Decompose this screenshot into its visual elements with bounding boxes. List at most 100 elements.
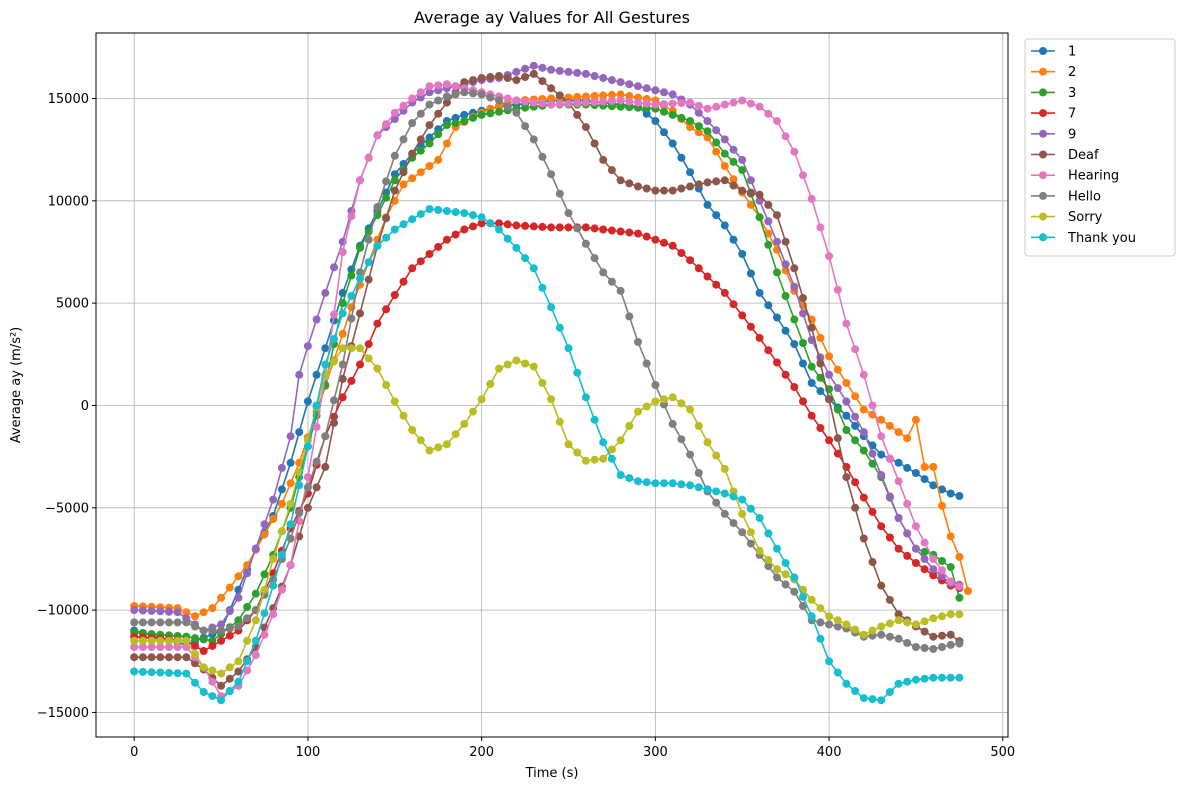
- data-point: [477, 110, 486, 119]
- data-point: [833, 365, 842, 374]
- data-point: [781, 570, 790, 579]
- data-point: [277, 527, 286, 536]
- data-point: [625, 97, 634, 106]
- data-point: [173, 669, 182, 678]
- data-point: [773, 358, 781, 367]
- data-point: [512, 76, 521, 85]
- data-point: [851, 345, 860, 354]
- legend-box: [1024, 38, 1176, 257]
- data-point: [529, 135, 538, 144]
- data-point: [781, 580, 790, 589]
- data-point: [859, 534, 868, 543]
- data-point: [165, 653, 173, 662]
- data-point: [373, 241, 382, 250]
- data-point: [564, 344, 573, 353]
- legend-item: 9: [1031, 127, 1076, 142]
- data-point: [225, 583, 234, 592]
- data-point: [469, 407, 477, 416]
- data-point: [138, 636, 147, 645]
- data-point: [755, 102, 764, 111]
- data-point: [286, 534, 295, 543]
- data-point: [382, 193, 391, 202]
- data-point: [773, 565, 781, 574]
- data-point: [547, 303, 556, 312]
- data-point: [703, 178, 712, 187]
- data-point: [434, 81, 443, 90]
- series-line: [134, 208, 960, 701]
- data-point: [738, 311, 747, 320]
- data-point: [486, 93, 495, 102]
- data-point: [833, 405, 842, 414]
- data-point: [694, 421, 703, 430]
- data-point: [581, 456, 590, 465]
- data-point: [599, 438, 608, 447]
- data-point: [773, 117, 781, 125]
- legend-label: 2: [1068, 65, 1076, 80]
- data-point: [842, 426, 851, 434]
- data-point: [625, 179, 634, 188]
- data-point: [903, 434, 912, 443]
- data-point: [825, 620, 834, 629]
- data-point: [460, 225, 469, 234]
- data-point: [859, 428, 868, 437]
- data-point: [929, 614, 938, 623]
- data-point: [764, 240, 773, 249]
- legend-swatch-marker: [1039, 88, 1047, 97]
- data-point: [521, 359, 530, 368]
- y-tick-label: −10000: [37, 604, 89, 619]
- data-point: [390, 108, 399, 117]
- data-point: [686, 168, 695, 177]
- data-point: [894, 514, 903, 522]
- data-point: [651, 100, 660, 109]
- data-point: [703, 485, 712, 494]
- data-point: [451, 230, 460, 239]
- data-point: [356, 176, 364, 185]
- data-point: [581, 393, 590, 402]
- data-point: [920, 674, 929, 683]
- data-point: [616, 227, 625, 236]
- data-point: [833, 285, 842, 294]
- data-point: [686, 256, 695, 265]
- data-point: [877, 622, 886, 631]
- legend-item: 2: [1031, 65, 1076, 80]
- data-point: [416, 146, 425, 155]
- data-point: [877, 630, 886, 639]
- data-point: [851, 478, 860, 487]
- data-point: [138, 643, 147, 651]
- data-point: [625, 91, 634, 100]
- legend-item: 7: [1031, 107, 1076, 122]
- y-tick-label: 15000: [48, 92, 89, 107]
- data-point: [156, 668, 165, 677]
- data-point: [799, 592, 807, 601]
- data-point: [425, 205, 434, 213]
- data-point: [495, 72, 503, 80]
- data-point: [573, 68, 582, 77]
- data-point: [477, 90, 486, 99]
- data-point: [790, 340, 799, 349]
- data-point: [251, 651, 260, 660]
- data-point: [277, 499, 286, 508]
- data-point: [938, 557, 946, 565]
- data-point: [859, 694, 868, 703]
- data-point: [399, 180, 408, 189]
- data-point: [173, 653, 182, 662]
- data-point: [616, 96, 625, 105]
- data-point: [842, 397, 851, 406]
- data-point: [460, 209, 469, 218]
- data-point: [677, 153, 686, 162]
- data-point: [729, 98, 738, 107]
- data-point: [425, 162, 434, 170]
- data-point: [590, 455, 599, 464]
- data-point: [356, 360, 364, 369]
- data-point: [338, 344, 347, 353]
- x-tick-label: 200: [469, 745, 494, 760]
- data-point: [408, 215, 417, 224]
- data-point: [581, 98, 590, 107]
- data-point: [590, 98, 599, 107]
- data-point: [347, 292, 356, 300]
- data-point: [851, 436, 860, 445]
- data-point: [790, 282, 799, 291]
- data-point: [538, 63, 547, 72]
- data-point: [442, 121, 451, 130]
- data-point: [920, 538, 929, 547]
